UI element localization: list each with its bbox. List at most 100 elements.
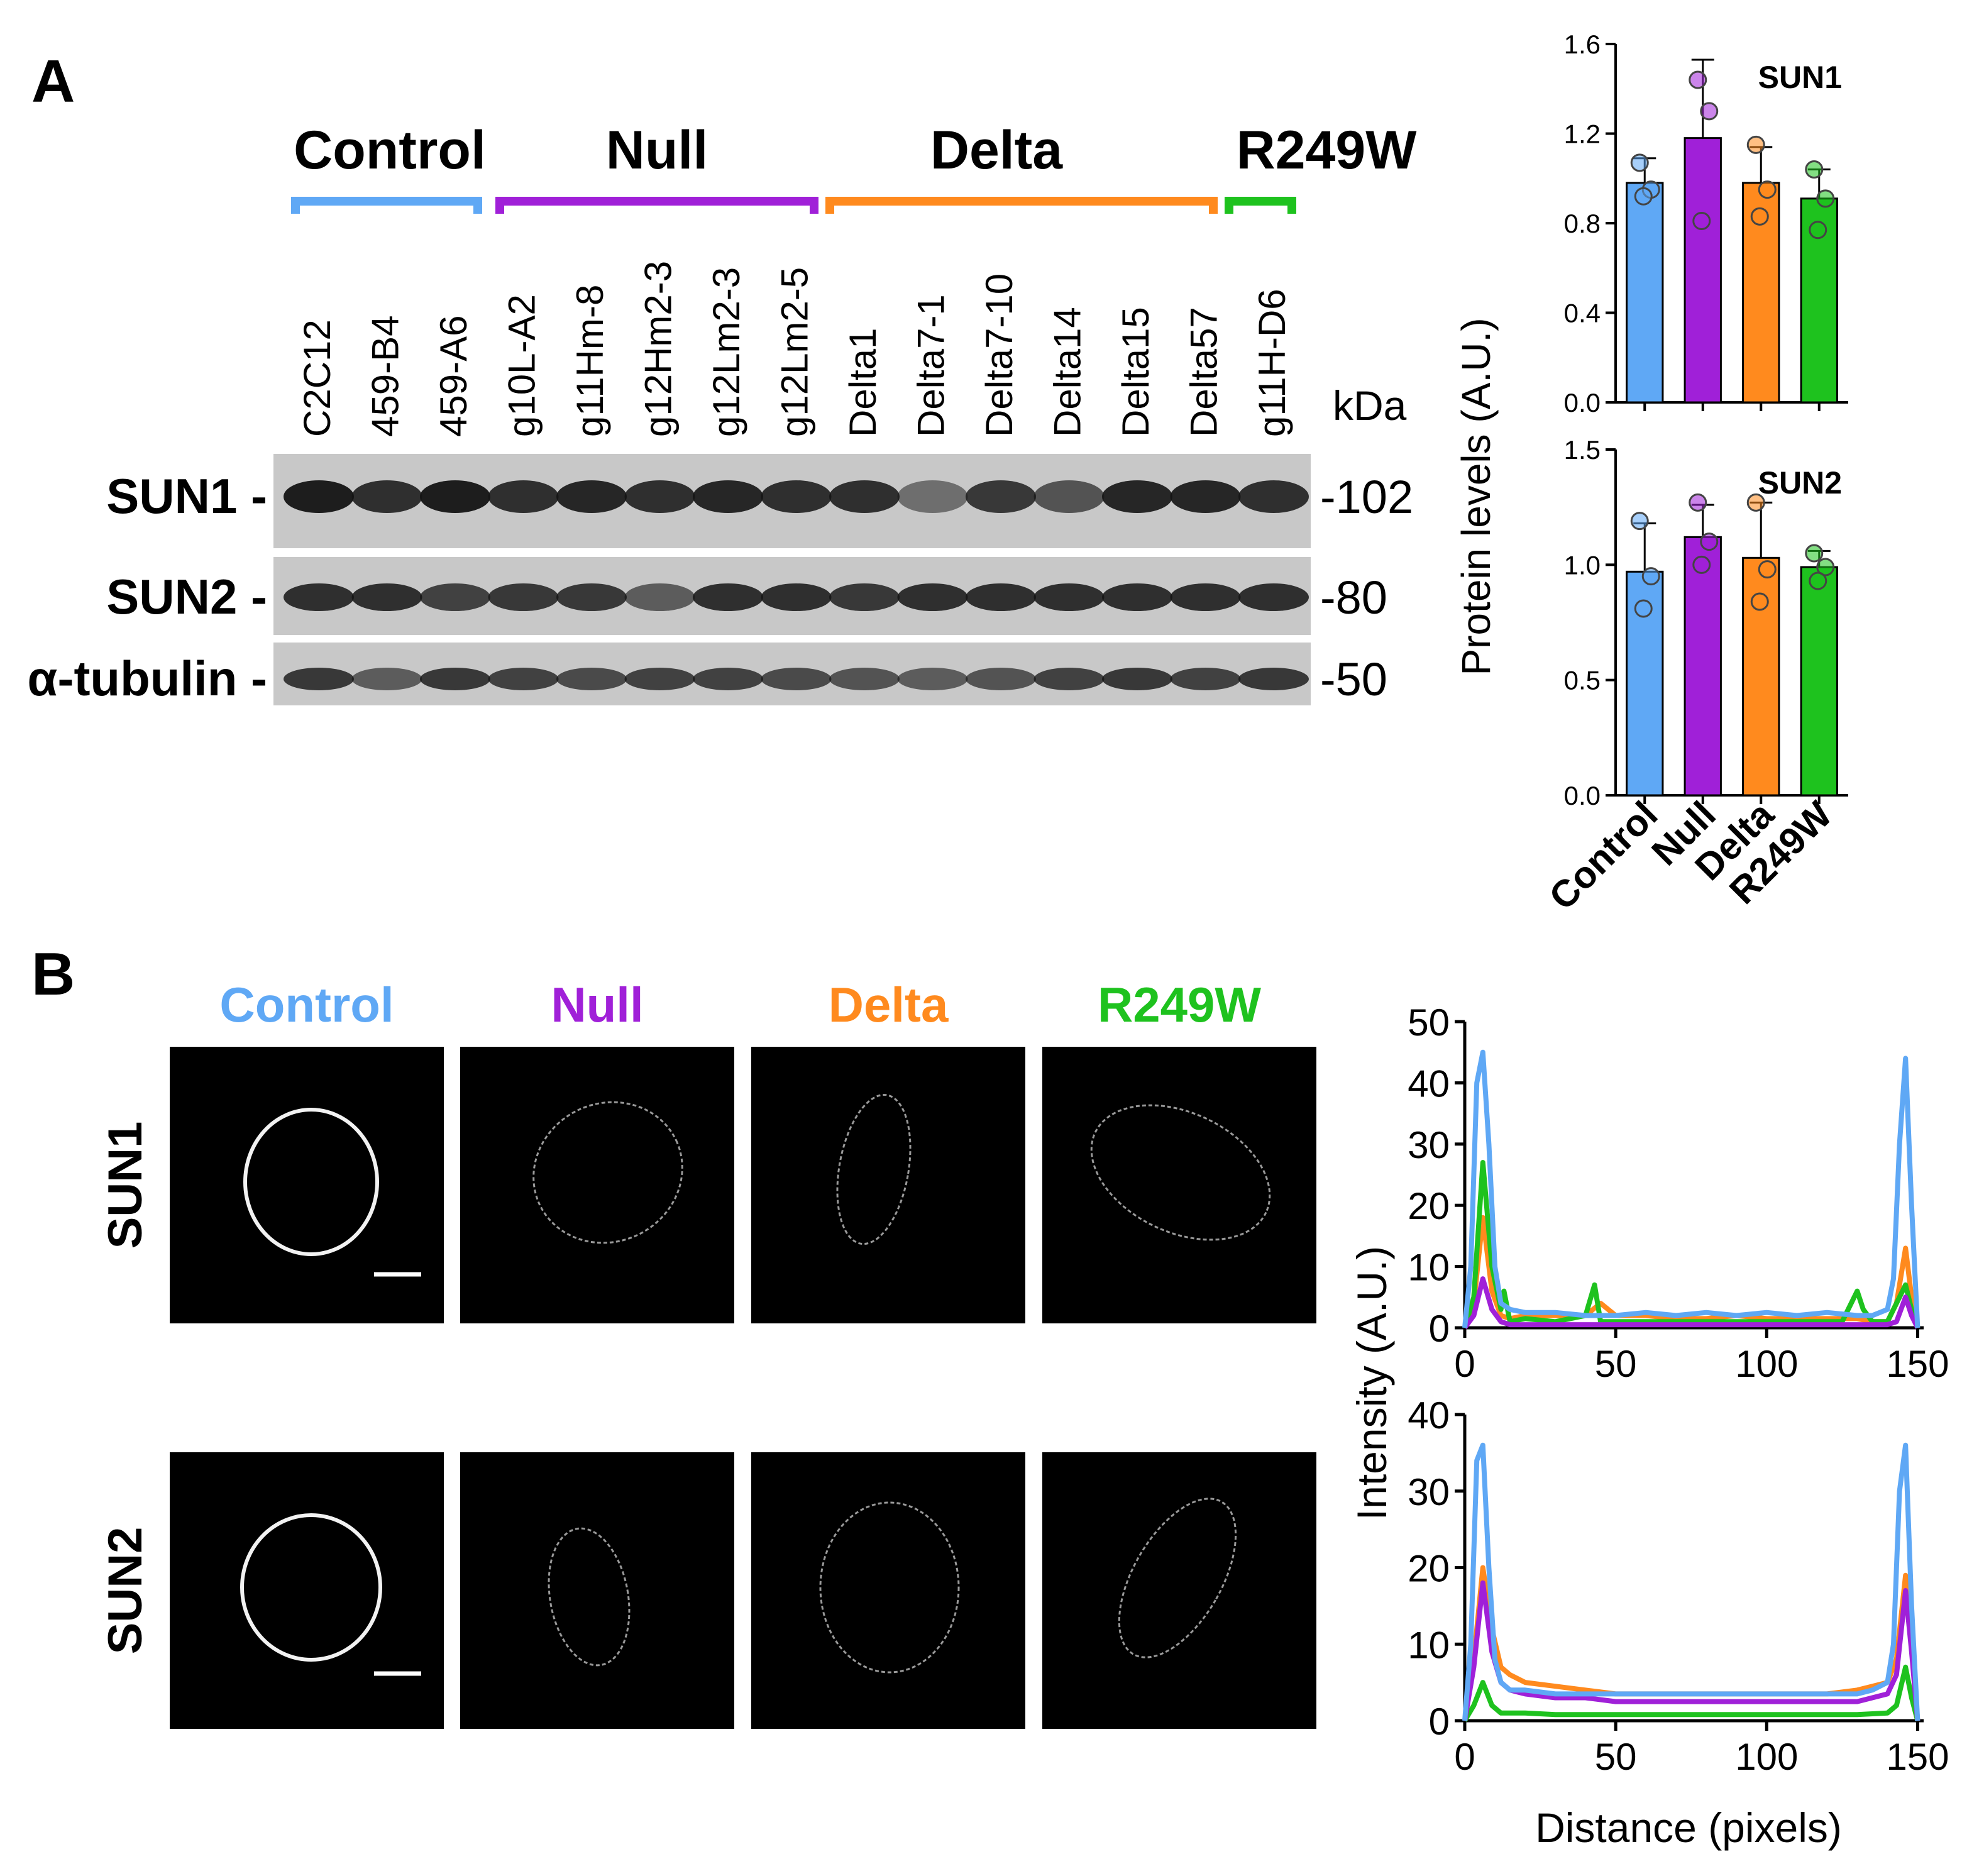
blot-band	[556, 480, 627, 513]
y-tick-label: 30	[1408, 1471, 1450, 1513]
profile-chart-sun2: 0 10 20 30 40 0 50 100 150	[1408, 1394, 1949, 1778]
data-point	[1816, 189, 1835, 208]
data-point	[1750, 207, 1769, 226]
blot-band	[488, 480, 559, 513]
x-tick-label: 100	[1735, 1736, 1798, 1778]
data-point	[1805, 160, 1824, 179]
y-tick-label: 1.5	[1564, 435, 1601, 465]
blot-band	[1102, 480, 1172, 513]
chart-title: SUN2	[1758, 465, 1842, 500]
y-tick-label: 0.8	[1564, 209, 1601, 238]
nucleus-outline	[240, 1513, 382, 1662]
blot-band	[488, 668, 559, 690]
blot-kda: -50	[1320, 653, 1387, 705]
blot-band	[1238, 480, 1309, 513]
data-point	[1758, 560, 1777, 579]
profile-series-line	[1462, 1276, 1920, 1330]
data-point	[1700, 102, 1719, 121]
condition-labels: Control Null Delta R249W	[219, 977, 1261, 1032]
group-labels: Control Null Delta R249W	[294, 120, 1417, 180]
profile-series-line	[1462, 1442, 1921, 1721]
blot-band	[897, 668, 968, 690]
group-bracket	[495, 197, 818, 214]
lane-label: Delta7-10	[978, 273, 1020, 437]
blot-band	[420, 668, 490, 690]
profile-series-line	[1462, 1565, 1921, 1721]
bar	[1684, 137, 1722, 404]
blot-band	[1033, 668, 1105, 690]
data-point	[1809, 571, 1827, 590]
micrograph	[460, 1452, 734, 1729]
blot-band	[1102, 583, 1172, 611]
blot-band	[1170, 480, 1241, 513]
group-bracket	[291, 197, 482, 214]
data-point	[1641, 567, 1660, 586]
nucleus-outline	[1118, 1498, 1237, 1658]
profile-chart-sun1: 0 10 20 30 40 50 0 50 100 150	[1408, 1001, 1949, 1385]
line-x-axis-label: Distance (pixels)	[1535, 1804, 1842, 1851]
panel-b-letter: B	[31, 941, 75, 1008]
x-tick-label: 0	[1454, 1736, 1475, 1778]
blot-label: α-tubulin -	[28, 651, 267, 706]
blot-band	[1102, 668, 1172, 690]
blot-band	[693, 583, 763, 611]
nucleus-outline	[1090, 1104, 1271, 1241]
blot-band	[351, 583, 422, 611]
profile-series-line	[1462, 1580, 1921, 1721]
lane-label: Delta1	[842, 328, 884, 437]
blot-band	[693, 480, 763, 513]
blot-band	[966, 583, 1036, 611]
data-point	[1634, 187, 1653, 206]
condition-label: Control	[219, 977, 394, 1032]
line-y-axis-label: Intensity (A.U.)	[1348, 1246, 1395, 1520]
y-tick-label: 1.6	[1564, 30, 1601, 59]
row-label: SUN1	[99, 1122, 152, 1249]
y-tick-label: 30	[1408, 1124, 1450, 1166]
lane-label: g11Hm-8	[569, 285, 611, 437]
condition-label: Delta	[829, 977, 949, 1032]
blot-band	[420, 583, 490, 611]
chart-title: SUN1	[1758, 60, 1842, 95]
data-point	[1689, 493, 1707, 512]
data-point	[1692, 555, 1711, 574]
micrograph	[1042, 1047, 1316, 1323]
y-tick-label: 10	[1408, 1624, 1450, 1666]
blot-band	[966, 668, 1036, 690]
panel-a-letter: A	[31, 48, 75, 115]
blot-band	[761, 668, 832, 690]
blot-band	[624, 480, 695, 513]
group-label: R249W	[1237, 120, 1418, 180]
blot-band	[488, 583, 559, 611]
bar-category-label: Control	[1541, 793, 1665, 918]
lane-label: Delta7-1	[910, 294, 952, 437]
y-tick-label: 1.2	[1564, 119, 1601, 149]
blot-band	[1238, 668, 1309, 690]
lane-label: Delta14	[1047, 307, 1089, 437]
data-point	[1805, 544, 1824, 563]
bar	[1684, 536, 1722, 797]
y-tick-label: 0.0	[1564, 781, 1601, 810]
row-label: SUN2	[99, 1527, 152, 1655]
image-row-labels: SUN1 SUN2	[99, 1122, 152, 1655]
nucleus-outline	[243, 1108, 379, 1256]
blot-band	[761, 480, 832, 513]
profile-series-line	[1462, 1049, 1921, 1328]
condition-label: Null	[551, 977, 643, 1032]
y-tick-label: 0	[1429, 1308, 1450, 1350]
lane-label: C2C12	[296, 319, 338, 437]
nucleus-outline	[548, 1527, 631, 1667]
blot-band	[761, 583, 832, 611]
bar-y-axis-label: Protein levels (A.U.)	[1453, 317, 1499, 675]
bar	[1800, 566, 1838, 797]
data-point	[1692, 211, 1711, 230]
x-tick-label: 50	[1595, 1736, 1637, 1778]
y-tick-label: 40	[1408, 1394, 1450, 1437]
data-point	[1746, 135, 1765, 154]
micrograph	[170, 1047, 444, 1323]
data-point	[1750, 592, 1769, 611]
group-label: Null	[606, 120, 708, 180]
lane-label: Delta57	[1183, 307, 1225, 437]
y-tick-label: 50	[1408, 1001, 1450, 1044]
blot-band	[1170, 583, 1241, 611]
nucleus-outline	[836, 1093, 912, 1245]
